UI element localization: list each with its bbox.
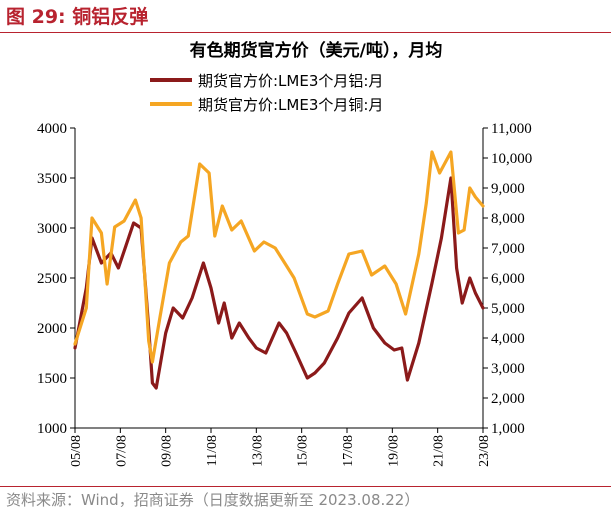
line-chart: 有色期货官方价（美元/吨），月均 期货官方价:LME3个月铝:月期货官方价:LM… <box>37 40 532 467</box>
legend-label: 期货官方价:LME3个月铝:月 <box>198 72 383 90</box>
y-left-tick-label: 2500 <box>37 271 67 287</box>
x-tick-label: 13/08 <box>250 435 265 467</box>
figure-label: 图 29: <box>6 6 66 28</box>
y-right-tick-label: 5,000 <box>491 301 525 317</box>
axes: 1000 1500 2000 2500 3000 3500 4000 1,000 2,000 3,… <box>37 121 532 467</box>
x-tick-label: 05/08 <box>69 435 84 467</box>
figure-title-text: 铜铝反弹 <box>72 6 149 28</box>
y-left-tick-label: 1000 <box>37 421 67 437</box>
x-tick-label: 21/08 <box>432 435 447 467</box>
y-left-tick-label: 3000 <box>37 221 67 237</box>
x-tick-label: 07/08 <box>114 435 129 467</box>
y-right-tick-label: 10,000 <box>491 151 532 167</box>
y-right-tick-label: 2,000 <box>491 391 525 407</box>
title-divider <box>0 32 611 33</box>
y-right-tick-label: 11,000 <box>491 121 532 137</box>
x-tick-label: 11/08 <box>205 435 220 466</box>
y-right-tick-label: 4,000 <box>491 331 525 347</box>
x-tick-label: 19/08 <box>386 435 401 467</box>
source-divider <box>0 486 611 487</box>
y-right-tick-label: 8,000 <box>491 211 525 227</box>
y-left-tick-label: 1500 <box>37 371 67 387</box>
y-right-tick-label: 1,000 <box>491 421 525 437</box>
x-tick-label: 17/08 <box>341 435 356 467</box>
y-left-tick-label: 2000 <box>37 321 67 337</box>
y-left-tick-label: 4000 <box>37 121 67 137</box>
chart-title: 有色期货官方价（美元/吨），月均 <box>190 40 443 61</box>
copper-series-line <box>73 150 485 364</box>
x-tick-label: 23/08 <box>477 435 492 467</box>
x-tick-label: 15/08 <box>296 435 311 467</box>
y-right-tick-label: 6,000 <box>491 271 525 287</box>
y-right-tick-label: 9,000 <box>491 181 525 197</box>
legend-label: 期货官方价:LME3个月铜:月 <box>198 96 383 114</box>
x-tick-label: 09/08 <box>160 435 175 467</box>
series-lines <box>73 150 485 390</box>
figure-title: 图 29: 铜铝反弹 <box>6 2 148 29</box>
y-right-tick-label: 3,000 <box>491 361 525 377</box>
y-left-tick-label: 3500 <box>37 171 67 187</box>
source-note: 资料来源：Wind，招商证券（日度数据更新至 2023.08.22） <box>6 491 420 509</box>
y-right-tick-label: 7,000 <box>491 241 525 257</box>
aluminum-series-line <box>73 176 485 390</box>
